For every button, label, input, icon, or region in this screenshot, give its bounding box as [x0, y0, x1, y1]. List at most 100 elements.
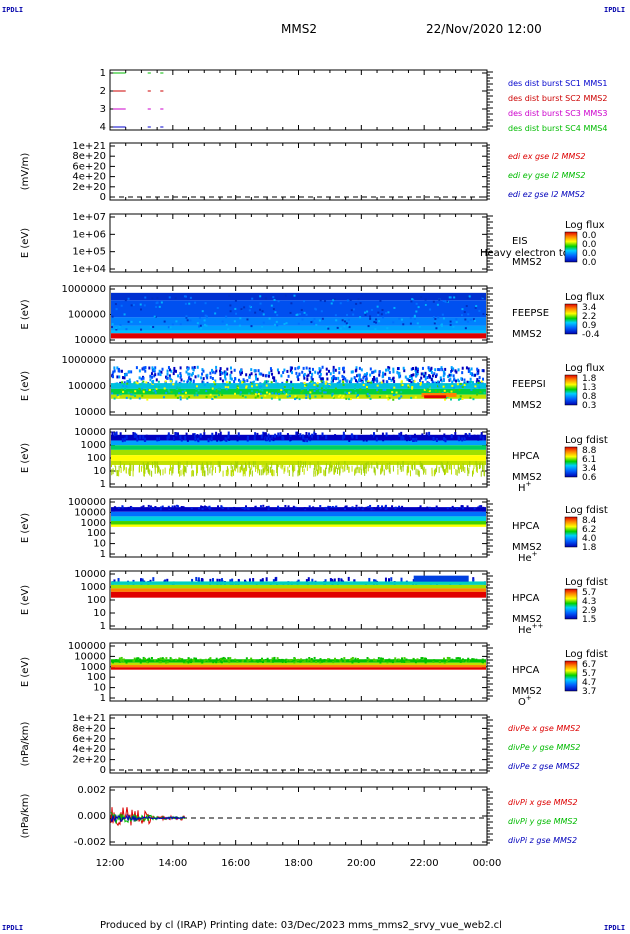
x-tick-label: 18:00	[284, 858, 313, 869]
spectrogram-pixel	[143, 467, 145, 474]
spectrogram-pixel	[121, 505, 124, 508]
spectrogram-pixel	[463, 436, 466, 441]
spectrogram-pixel	[417, 306, 420, 309]
spectrogram-pixel	[161, 367, 164, 371]
spectrogram-pixel	[119, 659, 122, 662]
spectrogram-pixel	[424, 298, 427, 301]
spectrogram-pixel	[402, 323, 405, 326]
spectrogram-pixel	[419, 461, 421, 468]
spectrogram-pixel	[142, 380, 145, 383]
datetime-title: 22/Nov/2020 12:00	[426, 22, 542, 36]
spectrogram-pixel	[221, 320, 224, 323]
spectrogram-pixel	[434, 368, 437, 372]
spectrogram-pixel	[113, 432, 116, 437]
spectrogram-pixel	[173, 436, 176, 441]
spectrogram-pixel	[339, 302, 342, 305]
spectrogram-pixel	[455, 318, 458, 321]
y-tick-label: 10	[93, 466, 106, 477]
y-tick-label: 100000	[68, 497, 106, 508]
spectrogram-pixel	[154, 391, 157, 394]
spectrogram-pixel	[142, 435, 145, 440]
spectrogram-pixel	[442, 317, 445, 320]
spectrogram-pixel	[243, 306, 246, 309]
spectrogram-pixel	[476, 463, 478, 470]
spectrogram-pixel	[441, 313, 444, 316]
spectrogram-pixel	[471, 381, 474, 385]
spectrogram-pixel	[308, 658, 311, 661]
spectrogram-pixel	[482, 377, 485, 381]
spectrogram-pixel	[143, 304, 146, 307]
colorbar-tick-label: 1.8	[582, 374, 597, 384]
spectrogram-pixel	[369, 373, 372, 377]
spectrogram-pixel	[437, 316, 440, 319]
spectrogram-pixel	[307, 373, 310, 377]
spectrogram-pixel	[259, 505, 262, 508]
spectrogram-pixel	[394, 657, 397, 660]
spectrogram-pixel	[483, 391, 486, 394]
spectrogram-pixel	[405, 434, 408, 439]
spectrogram-pixel	[205, 315, 208, 318]
y-tick-label: 10	[93, 683, 106, 694]
spectrogram-pixel	[196, 322, 199, 325]
instrument-label: HPCA	[512, 665, 540, 676]
spectrogram-pixel	[158, 369, 161, 373]
spectrogram-pixel	[178, 392, 181, 395]
spectrogram-pixel	[251, 390, 254, 393]
spectrogram-pixel	[461, 437, 464, 442]
spectrogram-pixel	[325, 435, 328, 440]
spectrogram-pixel	[400, 465, 402, 472]
spectrogram-pixel	[414, 463, 416, 470]
spectrogram-pixel	[274, 392, 277, 395]
spectrogram-pixel	[472, 470, 474, 477]
spectrogram-pixel	[254, 461, 256, 468]
spectrogram-pixel	[378, 373, 381, 377]
spectrogram-pixel	[114, 461, 116, 468]
spectrogram-pixel	[369, 317, 372, 320]
spectrogram-pixel	[299, 660, 302, 663]
spectrogram-pixel	[348, 326, 351, 329]
spectrogram-pixel	[407, 378, 410, 382]
spectrogram-pixel	[239, 380, 242, 384]
colorbar-tick-label: 2.2	[582, 312, 596, 322]
spectrogram-pixel	[395, 391, 398, 394]
spectrogram-pixel	[256, 507, 259, 510]
spectrogram-pixel	[227, 328, 230, 331]
spectrogram-pixel	[155, 378, 158, 382]
spectrogram-pixel	[357, 466, 359, 473]
spectrogram-pixel	[191, 462, 193, 469]
spectrogram-pixel	[453, 296, 456, 299]
spectrogram-pixel	[316, 469, 318, 476]
spectrogram-pixel	[115, 659, 118, 662]
spectrogram-pixel	[413, 315, 416, 318]
spectrogram-pixel	[132, 393, 135, 396]
legend-entry: des dist burst SC1 MMS1	[508, 79, 607, 88]
spectrogram-pixel	[385, 312, 388, 315]
spectrogram-pixel	[355, 435, 358, 440]
spectrogram-pixel	[450, 468, 452, 475]
spectrogram-pixel	[197, 374, 200, 378]
spectrogram-pixel	[284, 294, 287, 297]
spectrogram-pixel	[203, 323, 206, 326]
spectrogram-pixel	[311, 433, 314, 438]
spectrogram-pixel	[148, 657, 151, 660]
spectrogram-pixel	[234, 465, 236, 472]
spectrogram-pixel	[407, 384, 410, 387]
x-tick-label: 22:00	[410, 858, 439, 869]
spectrogram-pixel	[258, 372, 261, 376]
spectrogram-pixel	[451, 507, 454, 510]
spectrogram-pixel	[314, 432, 317, 437]
spectrogram-pixel	[178, 386, 181, 389]
spectrogram-pixel	[221, 379, 224, 383]
spectrogram-pixel	[253, 659, 256, 662]
spectrogram-pixel	[329, 578, 332, 583]
spectrogram-pixel	[444, 300, 447, 303]
spectrogram-pixel	[412, 298, 415, 301]
spectrogram-pixel	[376, 305, 379, 308]
spectrogram-band	[111, 317, 486, 326]
spectrogram-pixel	[118, 660, 121, 663]
spectrogram-pixel	[344, 505, 347, 508]
spectrogram-pixel	[313, 389, 316, 392]
spectrogram-pixel	[321, 660, 324, 663]
spectrogram-pixel	[111, 469, 113, 476]
